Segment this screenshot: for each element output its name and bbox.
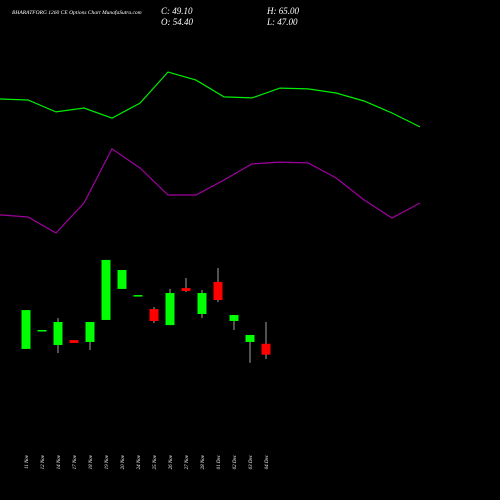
line-series <box>0 148 421 234</box>
x-tick-label: 18 Nov <box>89 454 94 469</box>
x-tick-label: 11 Nov <box>25 454 30 469</box>
candle-body <box>37 330 47 332</box>
x-tick-label: 19 Nov <box>105 454 110 469</box>
open-label: O: 54.40 <box>161 17 193 27</box>
candle-body <box>101 259 111 320</box>
candle-body <box>165 293 175 326</box>
x-tick-label: 01 Dec <box>217 454 222 469</box>
x-tick-label: 02 Dec <box>233 454 238 469</box>
candle-body <box>53 322 63 346</box>
candle-body <box>245 334 255 342</box>
candle-body <box>133 295 143 297</box>
candle-body <box>197 293 207 314</box>
x-tick-label: 28 Nov <box>201 454 206 469</box>
x-tick-label: 26 Nov <box>169 454 174 469</box>
x-tick-label: 25 Nov <box>153 454 158 469</box>
x-tick-label: 17 Nov <box>73 454 78 469</box>
candle-body <box>149 309 159 321</box>
close-label: C: 49.10 <box>161 6 193 16</box>
low-label: L: 47.00 <box>266 17 298 27</box>
candle-body <box>85 322 95 342</box>
candle-body <box>117 270 127 289</box>
x-tick-label: 04 Dec <box>265 454 270 469</box>
x-tick-label: 20 Nov <box>121 454 126 469</box>
candle-body <box>213 281 223 301</box>
x-tick-label: 27 Nov <box>185 454 190 469</box>
x-tick-label: 14 Nov <box>57 454 62 469</box>
candle-body <box>261 343 271 355</box>
line-series <box>0 71 421 128</box>
x-tick-label: 03 Dec <box>249 454 254 469</box>
x-tick-label: 12 Nov <box>41 454 46 469</box>
candle-body <box>229 315 239 321</box>
x-tick-label: 24 Nov <box>137 454 142 469</box>
candle-body <box>69 340 79 343</box>
candle-body <box>181 288 191 291</box>
chart-title: BHARATFORG 1260 CE Options Chart MunafaS… <box>12 9 142 16</box>
high-label: H: 65.00 <box>266 6 299 16</box>
candle-body <box>21 310 31 349</box>
